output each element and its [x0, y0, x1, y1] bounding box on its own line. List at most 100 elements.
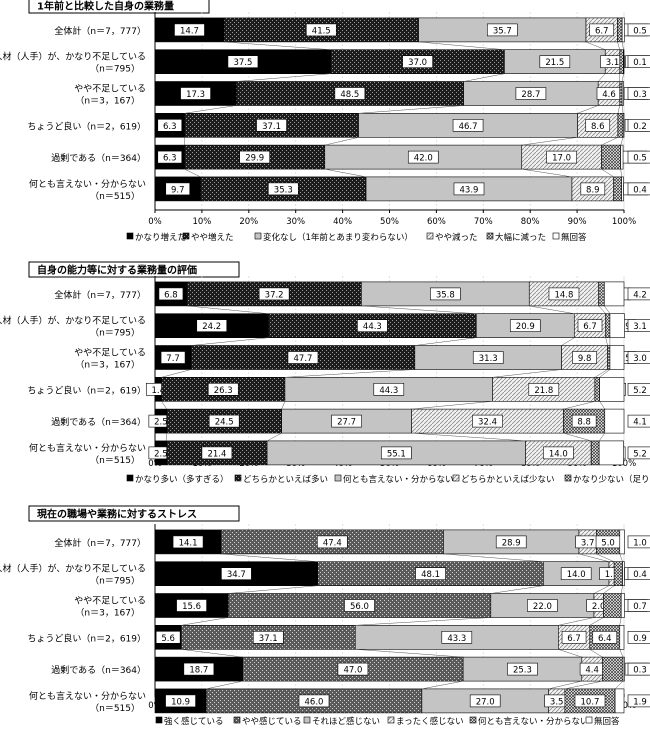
chart2-connector-4-3	[563, 433, 591, 441]
chart3-data-label-2-5: 0.7	[633, 602, 647, 612]
chart1-legend-swatch-1	[183, 233, 189, 239]
chart3-legend-label-4: 何とも言えない・分からない	[478, 716, 589, 727]
chart1-connector-2-0	[185, 106, 237, 114]
chart1-data-label-4-1: 29.9	[245, 154, 264, 164]
chart2-bar-4-series-5	[605, 409, 624, 433]
chart2-connector-0-1	[361, 306, 476, 314]
chart2-connector-4-1	[267, 433, 282, 441]
chart1-data-label-1-5: 0.1	[633, 58, 647, 68]
chart2-legend-swatch-1	[235, 475, 241, 481]
chart2-connector-4-4	[599, 433, 605, 441]
chart3-legend-swatch-2	[304, 717, 310, 723]
chart2-data-label-1-3: 6.7	[583, 322, 597, 332]
chart1-connector-0-1	[419, 42, 505, 50]
chart2-legend-swatch-0	[127, 475, 133, 481]
chart3-bar-0-series-5	[620, 530, 625, 554]
chart1-connector-4-1	[325, 169, 366, 177]
chart2-category-label-1-line1: 人材（人手）が、かなり不足している	[0, 315, 146, 327]
chart3-data-label-0-0: 14.1	[179, 538, 198, 548]
chart3-connector-1-4	[621, 586, 622, 594]
chart3-bar-2-series-5	[621, 594, 624, 618]
chart3-data-label-5-1: 46.0	[305, 697, 324, 707]
chart2-connector-2-1	[285, 370, 415, 378]
chart2-legend-label-4: かなり少ない（足りない）	[573, 474, 650, 485]
chart2-data-label-3-1: 26.3	[214, 386, 233, 396]
chart2-connector-2-2	[493, 370, 562, 378]
chart1-data-label-4-2: 42.0	[414, 154, 433, 164]
chart3-data-label-0-5: 1.0	[633, 538, 647, 548]
chart1-data-label-0-0: 14.7	[180, 26, 199, 36]
chart2-data-label-3-3: 21.8	[534, 386, 553, 396]
chart3-data-label-1-2: 14.0	[567, 570, 586, 580]
chart3-bar-2-series-4	[603, 594, 621, 618]
chart1-category-label-1-line2: （n＝795）	[90, 64, 140, 75]
chart3-data-label-0-1: 47.4	[323, 538, 342, 548]
chart1-bar-0-series-5	[622, 18, 624, 42]
chart1-title: 1年前と比較した自身の業務量	[37, 0, 174, 13]
chart1-connector-0-0	[224, 42, 331, 50]
chart2-data-label-4-0: 2.5	[154, 418, 168, 428]
chart3-bar-4-series-5	[623, 657, 624, 681]
chart1-legend-label-1: やや増えた	[191, 232, 234, 243]
chart2-connector-3-2	[412, 401, 493, 409]
chart2-bar-0-series-5	[604, 282, 624, 306]
chart2-data-label-3-2: 44.3	[379, 386, 398, 396]
chart2-bar-5-series-5	[599, 441, 623, 465]
chart2-data-label-5-0: 2.5	[154, 449, 168, 459]
chart3-bar-3-series-5	[620, 625, 624, 649]
chart2-category-label-0: 全体計（n＝7，777）	[54, 289, 146, 301]
chart3-category-label-5-line1: 何とも言えない・分からない	[29, 690, 146, 702]
chart2-connector-3-4	[600, 401, 605, 409]
chart3-legend-swatch-1	[234, 717, 240, 723]
chart2-legend-swatch-3	[453, 475, 459, 481]
chart1-x-tick-label-2: 20%	[239, 217, 258, 227]
chart1-category-label-1-line1: 人材（人手）が、かなり不足している	[0, 51, 146, 63]
chart1-data-label-5-3: 8.9	[586, 185, 600, 195]
chart3-data-label-3-0: 5.6	[161, 634, 175, 644]
chart1-data-label-2-5: 0.3	[633, 90, 647, 100]
chart3-connector-1-1	[491, 586, 544, 594]
chart2-bar-1-series-5	[610, 314, 625, 338]
chart2-legend-label-3: どちらかといえば少ない	[461, 475, 555, 485]
chart1-connector-2-4	[622, 106, 623, 114]
chart3-connector-1-0	[228, 586, 318, 594]
chart3-data-label-5-2: 27.0	[476, 697, 495, 707]
chart1-legend-swatch-4	[487, 233, 493, 239]
chart1-x-tick-label-9: 90%	[568, 217, 587, 227]
chart1-x-tick-label-7: 70%	[474, 217, 493, 227]
chart1-connector-1-4	[622, 74, 623, 82]
chart3-connector-2-1	[355, 618, 491, 626]
chart1-data-label-1-2: 21.5	[545, 58, 564, 68]
chart2-data-label-0-5: 4.2	[633, 290, 647, 300]
chart3-connector-4-0	[206, 681, 243, 689]
chart1-data-label-0-2: 35.7	[493, 26, 512, 36]
chart2-legend-swatch-2	[335, 475, 341, 481]
chart2-legend-label-0: かなり多い（多すぎる）	[135, 474, 229, 485]
chart1-data-label-5-2: 43.9	[460, 185, 479, 195]
chart3-connector-2-3	[590, 618, 604, 626]
chart3-connector-3-1	[355, 649, 463, 657]
chart2-connector-1-2	[562, 338, 575, 346]
chart2-data-label-1-0: 24.2	[202, 322, 221, 332]
chart1-data-label-2-2: 28.7	[521, 90, 540, 100]
chart3-data-label-3-3: 6.7	[567, 634, 581, 644]
chart2-connector-0-4	[604, 306, 610, 314]
chart2-data-label-4-5: 4.1	[633, 418, 647, 428]
chart3-connector-2-4	[620, 618, 621, 626]
chart1-data-label-0-5: 0.5	[633, 26, 647, 36]
chart2-connector-3-3	[563, 401, 594, 409]
chart1-data-label-4-5: 0.5	[633, 154, 647, 164]
chart2-data-label-4-2: 27.7	[337, 418, 356, 428]
chart1-connector-3-3	[601, 137, 617, 145]
chart3-data-label-3-1: 37.1	[259, 634, 278, 644]
chart3-category-label-1-line2: （n＝795）	[90, 576, 140, 587]
chart2-connector-1-1	[415, 338, 476, 346]
chart3-legend-swatch-0	[156, 717, 162, 723]
chart3-connector-0-0	[221, 554, 318, 562]
chart3-legend-label-5: 無回答	[594, 716, 620, 727]
chart2-data-label-5-1: 21.4	[207, 449, 226, 459]
chart3-data-label-4-2: 25.3	[513, 666, 532, 676]
chart1-legend-swatch-3	[427, 233, 433, 239]
chart1-data-label-0-1: 41.5	[312, 26, 331, 36]
chart1-x-tick-label-10: 100%	[612, 217, 636, 227]
